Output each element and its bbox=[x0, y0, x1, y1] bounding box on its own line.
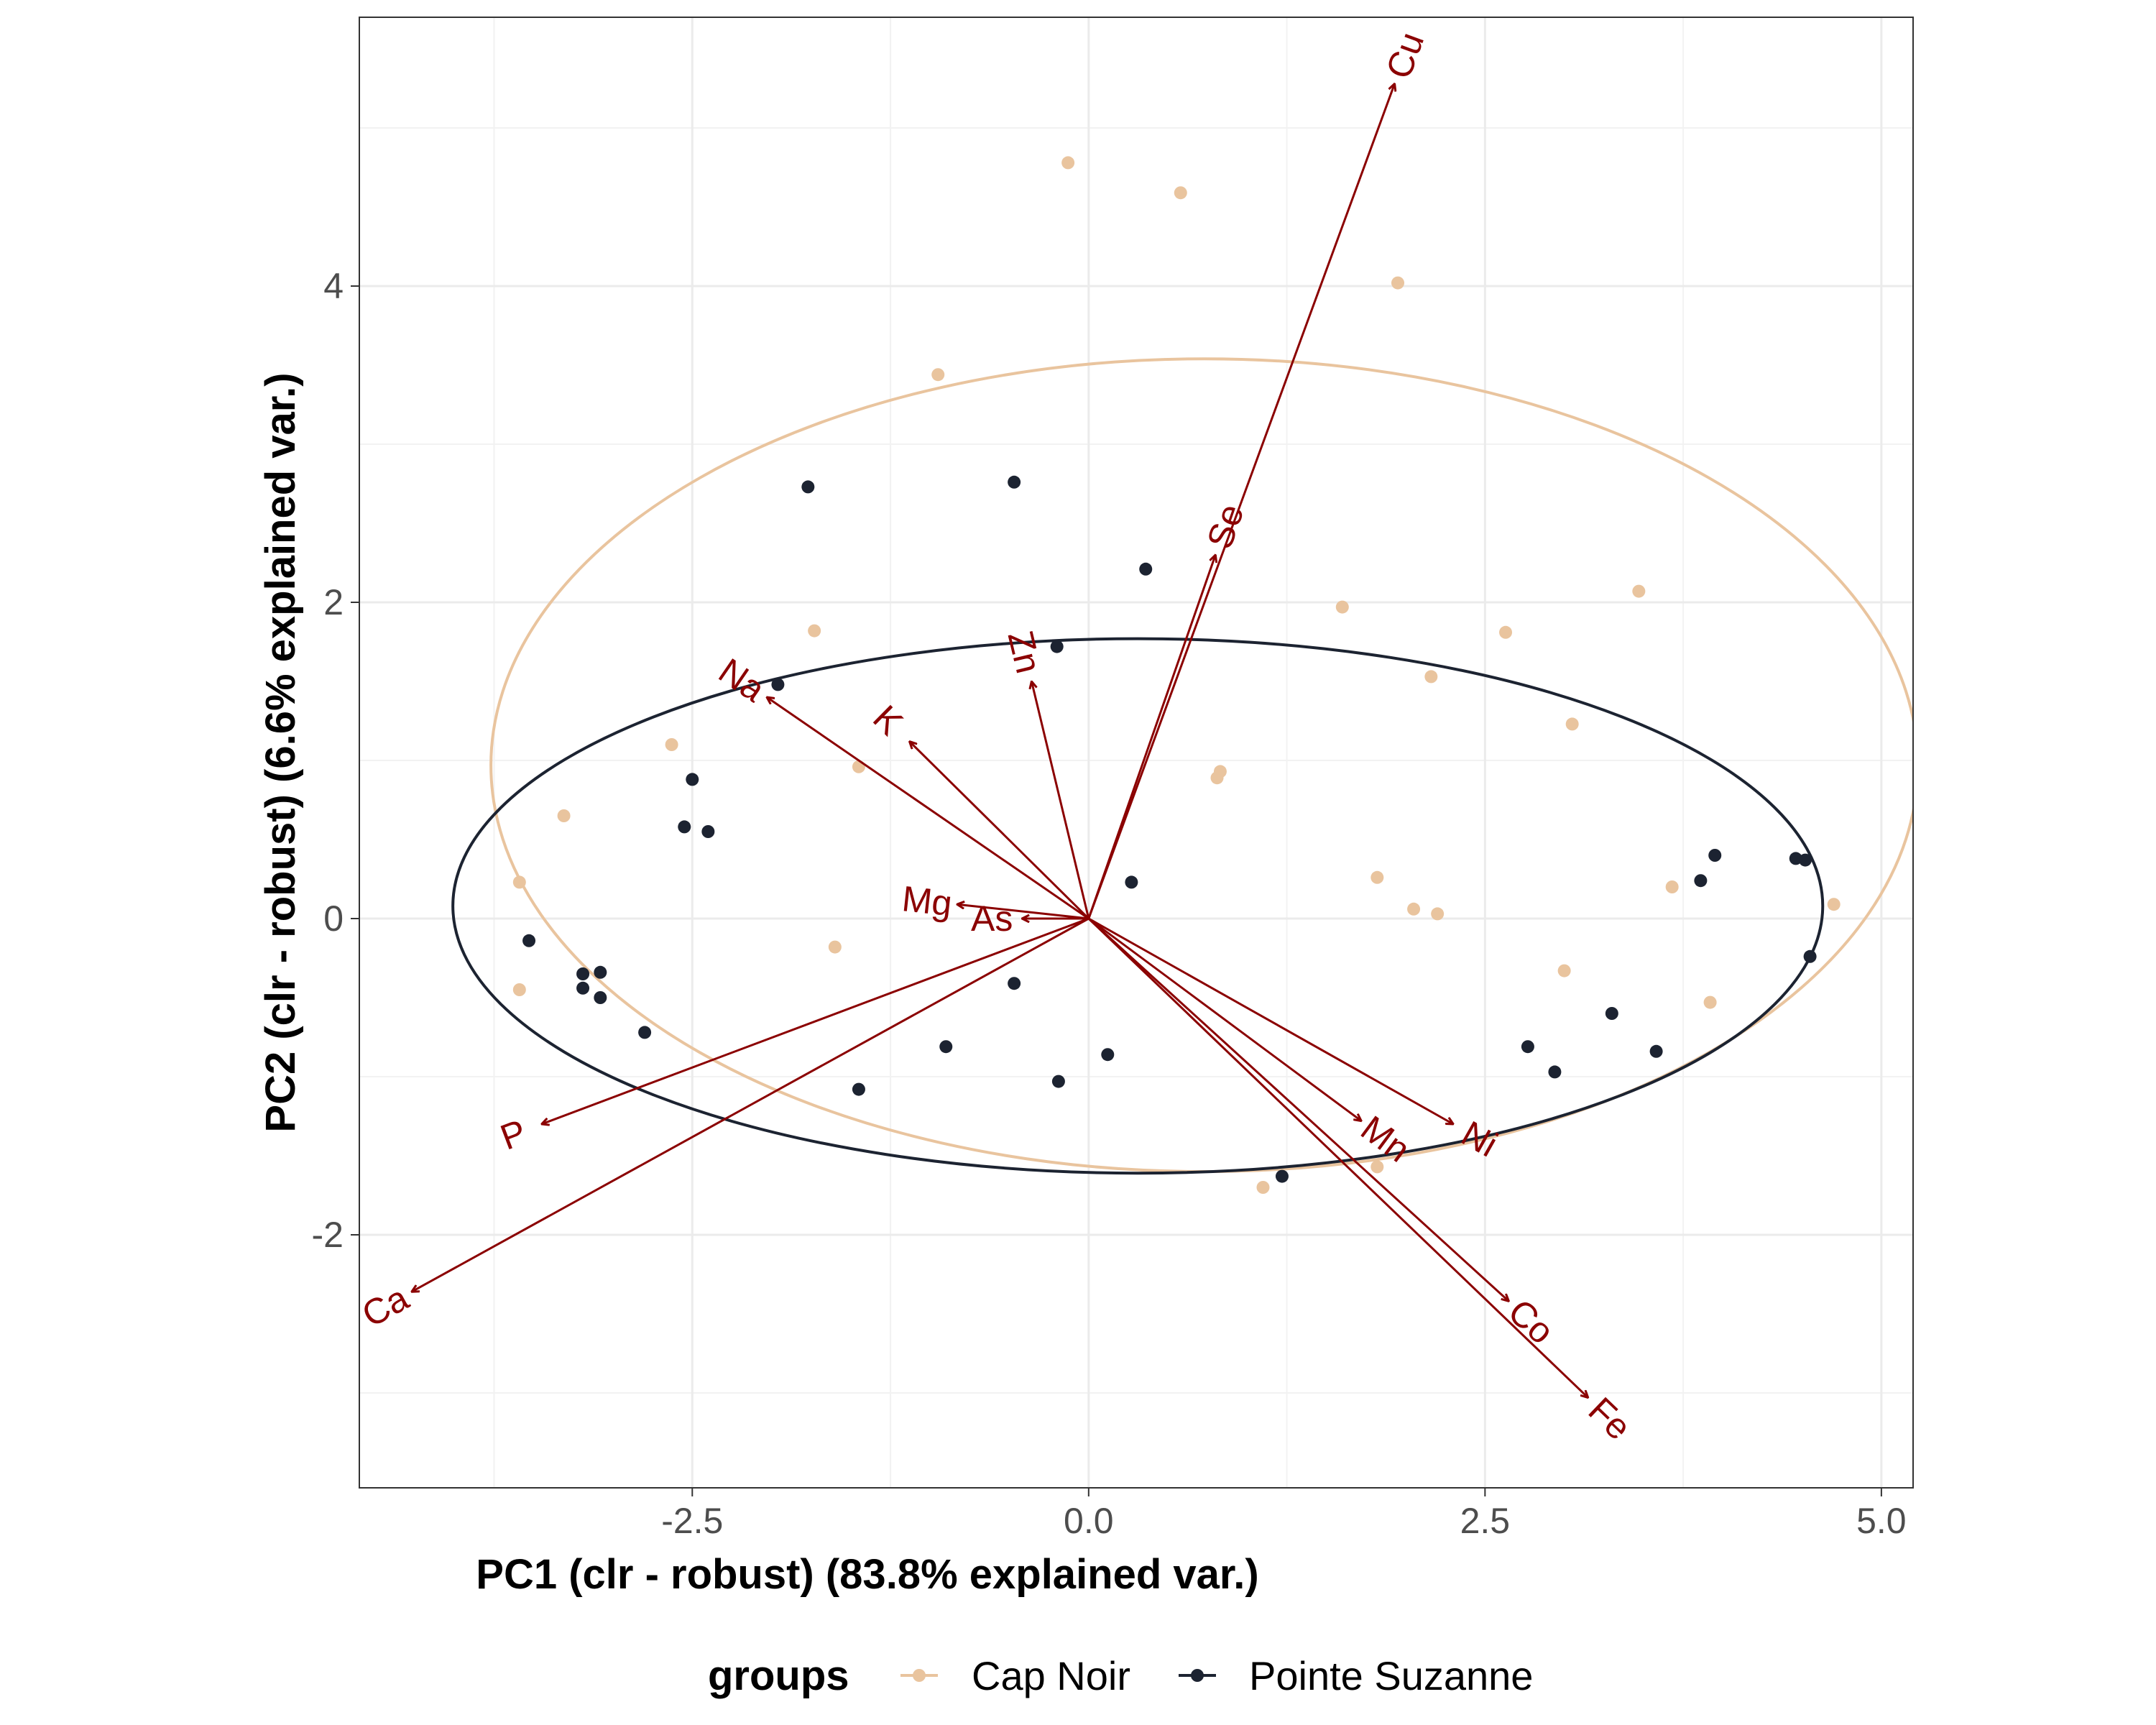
point-pointe-suzanne bbox=[852, 1082, 865, 1096]
point-cap-noir bbox=[512, 983, 526, 996]
loading-arrow-cu bbox=[1087, 83, 1395, 919]
point-cap-noir bbox=[1557, 964, 1571, 978]
loading-arrow-fe bbox=[1087, 917, 1588, 1398]
point-pointe-suzanne bbox=[522, 934, 536, 947]
legend-key-point bbox=[913, 1669, 926, 1682]
point-cap-noir bbox=[1335, 600, 1349, 614]
point-cap-noir bbox=[512, 875, 526, 889]
x-tick-label: 0.0 bbox=[1064, 1501, 1114, 1541]
loading-arrow-mn bbox=[1087, 917, 1361, 1121]
point-cap-noir bbox=[1174, 186, 1187, 200]
point-pointe-suzanne bbox=[1139, 562, 1153, 576]
point-cap-noir bbox=[1703, 995, 1717, 1009]
point-pointe-suzanne bbox=[1708, 849, 1722, 862]
ellipse-layer bbox=[451, 357, 1913, 1175]
point-pointe-suzanne bbox=[1275, 1169, 1289, 1183]
x-tick-label: 5.0 bbox=[1856, 1501, 1907, 1541]
point-pointe-suzanne bbox=[1694, 874, 1708, 888]
grid-major bbox=[359, 17, 1913, 1488]
point-pointe-suzanne bbox=[1050, 640, 1064, 653]
point-pointe-suzanne bbox=[771, 678, 785, 691]
legend: groups Cap Noir Pointe Suzanne bbox=[708, 1652, 1533, 1699]
point-pointe-suzanne bbox=[576, 967, 590, 980]
point-pointe-suzanne bbox=[1051, 1075, 1065, 1088]
point-pointe-suzanne bbox=[1125, 875, 1138, 889]
points-layer bbox=[512, 156, 1841, 1194]
y-tick-label: 2 bbox=[323, 582, 344, 622]
point-cap-noir bbox=[1370, 870, 1384, 884]
y-tick-label: 4 bbox=[323, 266, 344, 306]
point-cap-noir bbox=[665, 738, 678, 751]
y-axis-title: PC2 (clr - robust) (6.6% explained var.) bbox=[257, 372, 304, 1132]
point-pointe-suzanne bbox=[576, 981, 590, 995]
legend-label: Pointe Suzanne bbox=[1249, 1653, 1533, 1698]
point-cap-noir bbox=[1665, 880, 1679, 893]
loading-arrow-k bbox=[910, 742, 1089, 920]
loading-arrow-se bbox=[1087, 555, 1215, 919]
point-pointe-suzanne bbox=[939, 1040, 953, 1054]
loading-label-mg: Mg bbox=[900, 878, 954, 924]
point-cap-noir bbox=[828, 940, 842, 954]
y-axis-ticks: -2 0 2 4 bbox=[312, 266, 359, 1255]
legend-item-pointe-suzanne: Pointe Suzanne bbox=[1179, 1653, 1533, 1698]
point-pointe-suzanne bbox=[1521, 1040, 1534, 1054]
point-pointe-suzanne bbox=[678, 820, 691, 834]
loading-arrow-mg bbox=[957, 904, 1089, 920]
y-tick-label: 0 bbox=[323, 898, 344, 939]
point-pointe-suzanne bbox=[594, 965, 607, 979]
loading-label-as: As bbox=[971, 898, 1013, 939]
point-pointe-suzanne bbox=[1101, 1048, 1115, 1062]
plot-panel-background bbox=[359, 17, 1913, 1488]
ellipse-pointe-suzanne bbox=[451, 637, 1825, 1175]
legend-title: groups bbox=[708, 1652, 849, 1699]
point-cap-noir bbox=[1391, 276, 1405, 290]
loading-arrow-zn bbox=[1031, 681, 1090, 919]
grid-minor bbox=[359, 17, 1913, 1488]
point-cap-noir bbox=[1565, 717, 1579, 731]
legend-key-point bbox=[1191, 1669, 1204, 1682]
point-cap-noir bbox=[1424, 670, 1438, 684]
x-axis-ticks: -2.5 0.0 2.5 5.0 bbox=[661, 1488, 1907, 1541]
point-cap-noir bbox=[557, 809, 571, 822]
point-pointe-suzanne bbox=[1798, 853, 1812, 867]
loading-arrow-co bbox=[1087, 917, 1509, 1301]
point-pointe-suzanne bbox=[701, 825, 715, 838]
legend-label: Cap Noir bbox=[972, 1653, 1130, 1698]
point-pointe-suzanne bbox=[594, 991, 607, 1004]
point-pointe-suzanne bbox=[1008, 475, 1021, 489]
point-cap-noir bbox=[1632, 584, 1646, 598]
point-cap-noir bbox=[808, 624, 821, 638]
point-pointe-suzanne bbox=[1548, 1065, 1562, 1079]
point-pointe-suzanne bbox=[1789, 852, 1802, 865]
loading-arrow-ca bbox=[412, 917, 1089, 1292]
x-axis-title: PC1 (clr - robust) (83.8% explained var.… bbox=[476, 1551, 1258, 1598]
point-cap-noir bbox=[1431, 907, 1445, 921]
y-tick-label: -2 bbox=[312, 1215, 344, 1255]
plot-panel-border bbox=[359, 17, 1914, 1489]
point-pointe-suzanne bbox=[1008, 977, 1021, 990]
point-cap-noir bbox=[852, 760, 865, 773]
x-tick-label: 2.5 bbox=[1460, 1501, 1511, 1541]
point-pointe-suzanne bbox=[801, 480, 815, 494]
point-cap-noir bbox=[1827, 898, 1841, 911]
point-cap-noir bbox=[1256, 1181, 1270, 1194]
loading-arrow-ni bbox=[1088, 917, 1453, 1124]
legend-item-cap-noir: Cap Noir bbox=[900, 1653, 1130, 1698]
point-cap-noir bbox=[1407, 902, 1421, 916]
point-cap-noir bbox=[1370, 1160, 1384, 1174]
point-cap-noir bbox=[1210, 771, 1224, 785]
point-pointe-suzanne bbox=[1649, 1044, 1663, 1058]
loading-arrow-na bbox=[767, 697, 1089, 920]
x-tick-label: -2.5 bbox=[661, 1501, 723, 1541]
point-pointe-suzanne bbox=[686, 773, 699, 786]
loading-arrow-p bbox=[542, 917, 1089, 1124]
point-cap-noir bbox=[1499, 625, 1513, 639]
loading-label-zn: Zn bbox=[1000, 627, 1049, 677]
point-pointe-suzanne bbox=[1605, 1007, 1618, 1020]
point-pointe-suzanne bbox=[638, 1026, 652, 1039]
point-cap-noir bbox=[1061, 156, 1075, 170]
point-cap-noir bbox=[931, 368, 945, 382]
point-pointe-suzanne bbox=[1803, 949, 1817, 963]
